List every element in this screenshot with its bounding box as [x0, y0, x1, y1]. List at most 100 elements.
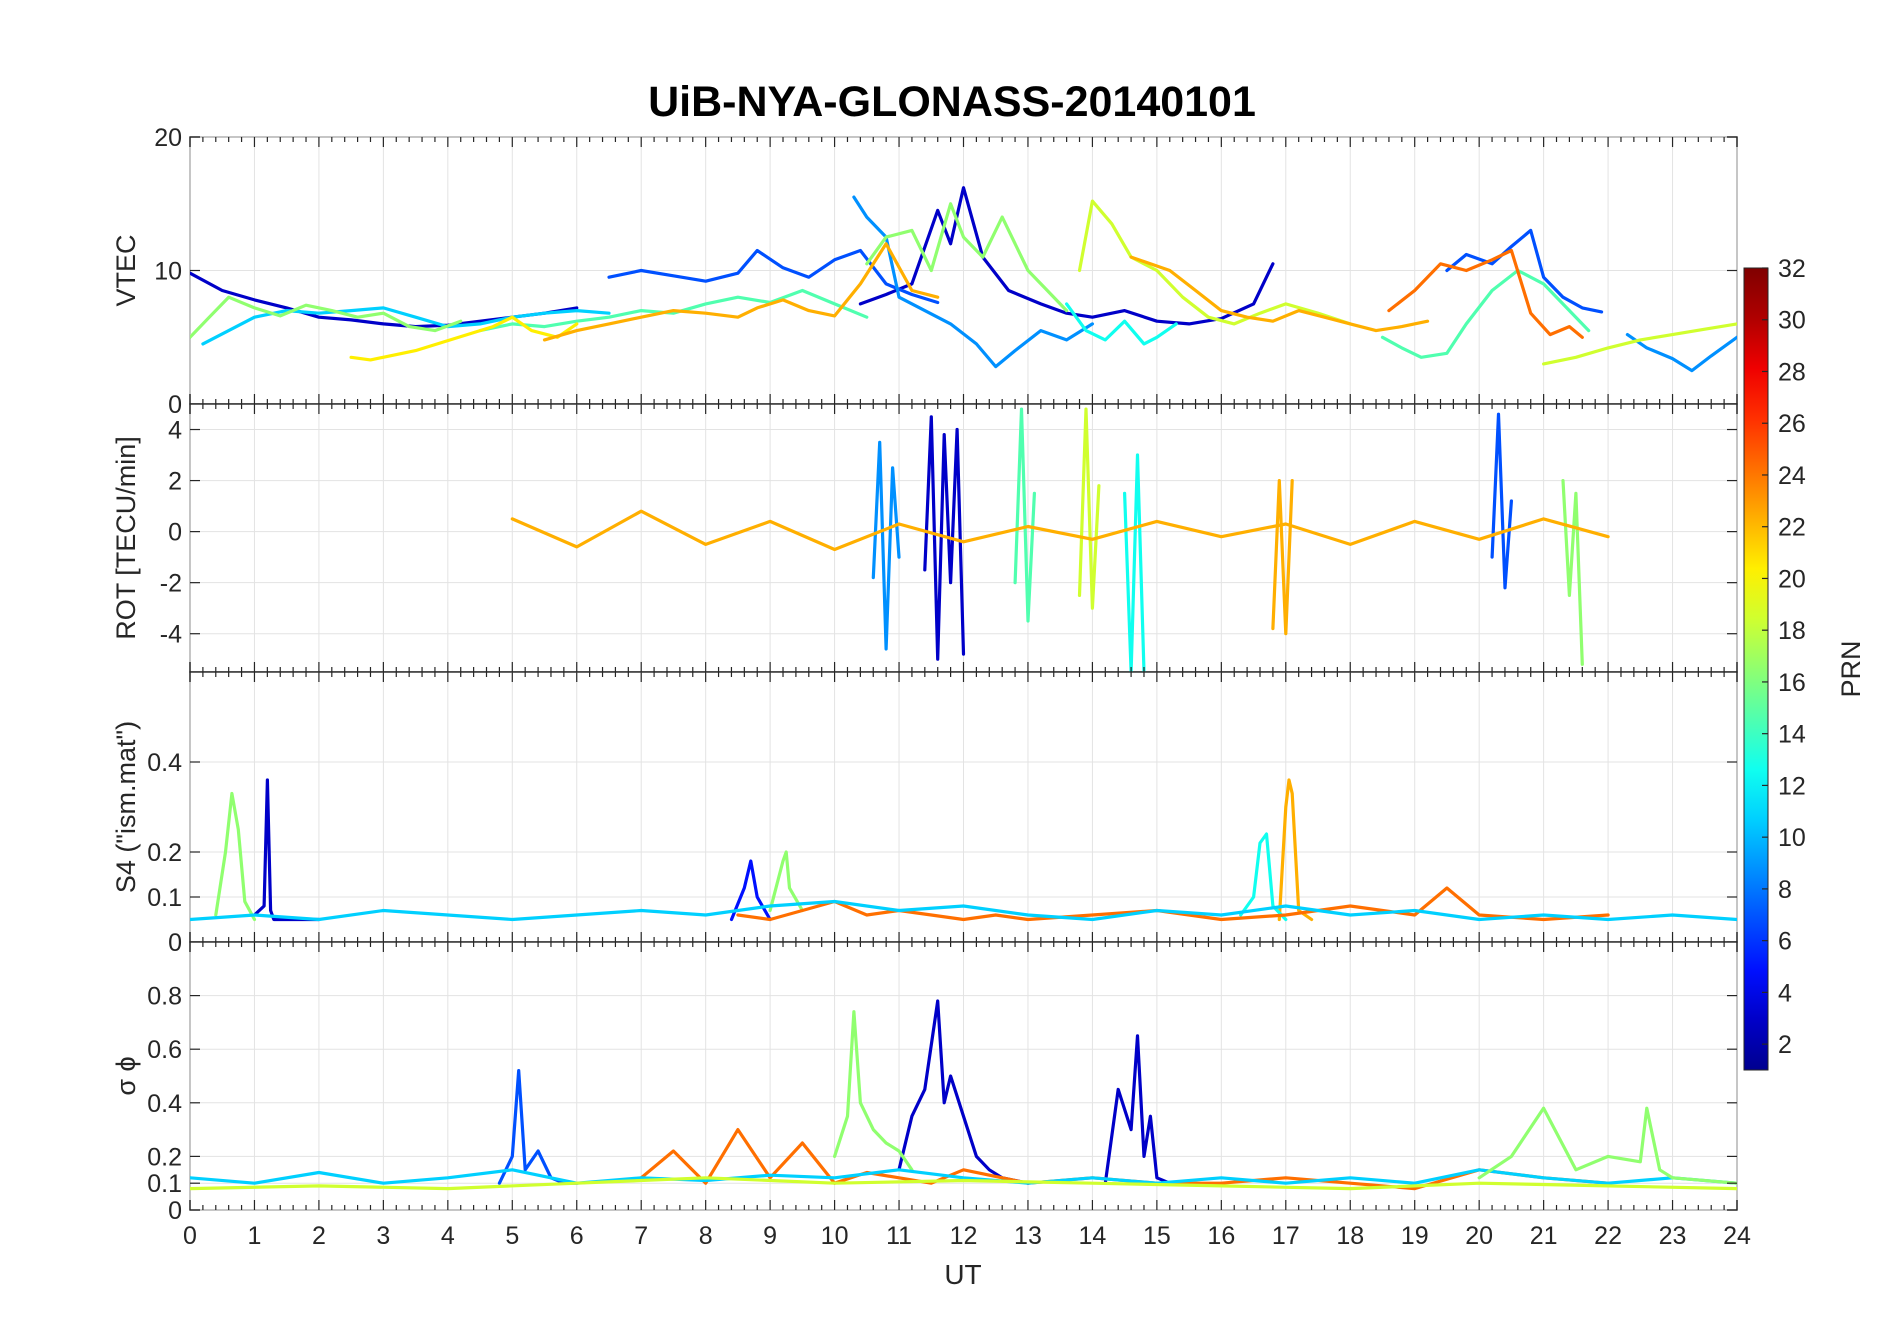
y-tick-label: 0.2: [147, 839, 182, 867]
series-line-prn-22: [1271, 479, 1294, 636]
x-tick-label: 11: [886, 1222, 912, 1250]
y-tick-label: 10: [154, 258, 182, 286]
x-tick-label: 20: [1465, 1222, 1493, 1250]
x-tick-label: 8: [699, 1222, 713, 1250]
x-tick-label: 0: [183, 1222, 197, 1250]
series-line-prn-14: [1013, 407, 1037, 623]
series-line-prn-18: [1541, 322, 1737, 366]
series-line-prn-14: [1380, 268, 1591, 359]
colorbar-label: PRN: [1836, 640, 1866, 697]
series-line-prn-17: [190, 295, 463, 339]
series-line-prn-6: [607, 248, 940, 305]
series-line-prn-8: [1625, 333, 1737, 373]
colorbar-tick-label: 14: [1778, 721, 1806, 749]
series-line-prn-19: [1077, 199, 1352, 326]
x-tick-label: 14: [1079, 1222, 1107, 1250]
series-line-prn-10: [190, 1168, 1737, 1185]
x-tick-label: 16: [1207, 1222, 1235, 1250]
series-line-prn-2: [897, 999, 1030, 1185]
y-tick-label: 0: [168, 1197, 182, 1225]
series-line-prn-17: [1561, 479, 1584, 666]
panel-sigphi: 00.10.20.40.60.8σ ϕ0 1 2 3 4 5 6 7 8 9 10 11 12 13 14 1…: [111, 941, 1751, 1250]
ticks: [189, 136, 1738, 405]
y-tick-label: 20: [154, 124, 182, 152]
series-line-prn-22: [1129, 255, 1430, 333]
colorbar-gradient: [1743, 267, 1769, 1071]
x-tick-label: 21: [1530, 1222, 1558, 1250]
x-tick-label: 7: [634, 1222, 648, 1250]
x-tick-label: 10: [821, 1222, 849, 1250]
ticks: [189, 942, 1738, 1211]
series-line-prn-24: [1387, 248, 1584, 339]
colorbar-tick-label: 8: [1778, 876, 1792, 904]
y-tick-label: 0.1: [147, 884, 182, 912]
panel-s4: 0 0.1 0.2 0.4S4 ("ism.mat"): [111, 671, 1738, 957]
y-tick-label: -2: [160, 570, 182, 598]
x-tick-label: 23: [1659, 1222, 1687, 1250]
series-line-prn-9: [852, 195, 1095, 369]
series-line-prn-23: [510, 509, 1610, 552]
x-tick-label: 5: [505, 1222, 519, 1250]
colorbar-tick-label: 12: [1778, 772, 1806, 800]
series-line-prn-9: [871, 440, 901, 651]
colorbar-tick-label: 30: [1778, 307, 1806, 335]
y-tick-label: 4: [168, 417, 182, 445]
series-group: [190, 778, 1737, 922]
y-tick-label: 0: [168, 391, 182, 419]
grid: [189, 404, 1738, 672]
x-tick-label: 4: [441, 1222, 455, 1250]
series-group: [190, 999, 1737, 1191]
y-axis-label: S4 ("ism.mat"): [111, 721, 141, 893]
y-tick-label: 0: [168, 519, 182, 547]
x-tick-label: 6: [570, 1222, 584, 1250]
x-axis-label: UT: [944, 1259, 981, 1290]
y-tick-label: 0.8: [147, 983, 182, 1011]
series-group: [510, 407, 1610, 672]
colorbar-tick-label: 6: [1778, 928, 1792, 956]
colorbar-tick-label: 28: [1778, 358, 1806, 386]
panel-vtec: 0 10 20 VTEC: [111, 124, 1738, 419]
x-tick-label: 22: [1594, 1222, 1622, 1250]
y-tick-label: -4: [160, 621, 182, 649]
x-tick-label: 9: [763, 1222, 777, 1250]
y-axis-label: ROT [TECU/min]: [111, 436, 141, 640]
series-line-prn-7: [1445, 228, 1604, 314]
x-tick-label: 2: [312, 1222, 326, 1250]
colorbar-tick-label: 32: [1778, 255, 1806, 283]
colorbar-tick-label: 22: [1778, 514, 1806, 542]
series-line-prn-17: [214, 791, 257, 922]
x-tick-label: 12: [950, 1222, 978, 1250]
y-tick-label: 0: [168, 929, 182, 957]
x-tick-label: 15: [1143, 1222, 1171, 1250]
series-line-prn-3: [858, 186, 1275, 326]
series-line-prn-5: [729, 859, 772, 922]
series-line-prn-12: [1064, 302, 1178, 346]
chart-title: UiB-NYA-GLONASS-20140101: [648, 78, 1256, 126]
y-axis-label: σ ϕ: [111, 1056, 141, 1095]
y-tick-label: 2: [168, 468, 182, 496]
series-line-prn-7: [1490, 412, 1514, 590]
series-line-prn-2: [252, 778, 321, 922]
colorbar-tick-label: 2: [1778, 1031, 1792, 1059]
series-line-prn-23: [542, 242, 940, 342]
colorbar-tick-label: 16: [1778, 669, 1806, 697]
x-tick-label: 1: [248, 1222, 262, 1250]
series-line-prn-3: [1103, 1034, 1172, 1185]
series-line-prn-2: [923, 415, 966, 661]
colorbar-tick-label: 26: [1778, 410, 1806, 438]
series-group: [190, 186, 1737, 373]
y-tick-label: 0.1: [147, 1170, 182, 1198]
series-line-prn-19: [190, 1176, 1737, 1191]
colorbar-tick-label: 10: [1778, 824, 1806, 852]
series-line-prn-16: [768, 850, 805, 913]
series-line-prn-10: [190, 899, 1737, 922]
x-tick-label: 3: [376, 1222, 390, 1250]
series-line-prn-17: [832, 1010, 914, 1172]
y-axis-label: VTEC: [111, 234, 141, 306]
colorbar-tick-label: 18: [1778, 617, 1806, 645]
ticks: [189, 404, 1738, 672]
colorbar-tick-label: 4: [1778, 979, 1792, 1007]
